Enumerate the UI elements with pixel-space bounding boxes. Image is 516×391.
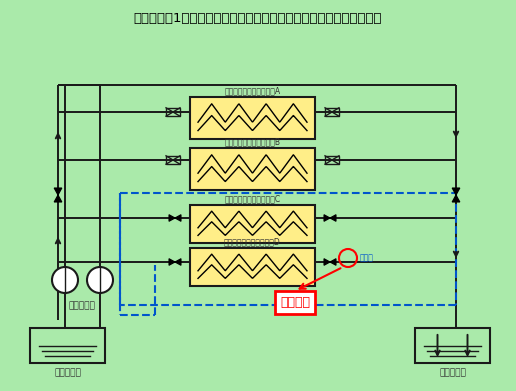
Polygon shape: [324, 215, 336, 221]
Circle shape: [52, 267, 78, 293]
Bar: [30, 328, 105, 363]
Text: 伊方発電所1号機　原子炉補機冷却水冷却器の冷却用海水系統概略図: 伊方発電所1号機 原子炉補機冷却水冷却器の冷却用海水系統概略図: [134, 11, 382, 25]
Bar: [190, 97, 315, 139]
Text: 当該箇所: 当該箇所: [280, 296, 310, 309]
Text: 隔離中: 隔離中: [360, 253, 374, 262]
Polygon shape: [169, 215, 181, 221]
Text: 原子炉補機冷却水冷却器D: 原子炉補機冷却水冷却器D: [224, 237, 281, 246]
Text: 原子炉補機冷却水冷却器A: 原子炉補機冷却水冷却器A: [224, 86, 281, 95]
Bar: [190, 248, 315, 286]
Text: 海水ポンプ: 海水ポンプ: [69, 301, 95, 310]
Polygon shape: [54, 188, 62, 202]
Bar: [415, 328, 490, 363]
Bar: [166, 156, 180, 164]
Bar: [190, 148, 315, 190]
Circle shape: [87, 267, 113, 293]
Bar: [190, 205, 315, 243]
Bar: [325, 108, 339, 116]
Polygon shape: [324, 259, 336, 265]
Text: 放水ビット: 放水ビット: [439, 368, 466, 377]
Polygon shape: [169, 259, 181, 265]
Text: 取水ビット: 取水ビット: [54, 368, 81, 377]
Bar: [325, 156, 339, 164]
Text: 原子炉補機冷却水冷却器B: 原子炉補機冷却水冷却器B: [224, 137, 281, 146]
Polygon shape: [452, 188, 460, 202]
Bar: [166, 108, 180, 116]
Text: 原子炉補機冷却水冷却器C: 原子炉補機冷却水冷却器C: [224, 194, 281, 203]
